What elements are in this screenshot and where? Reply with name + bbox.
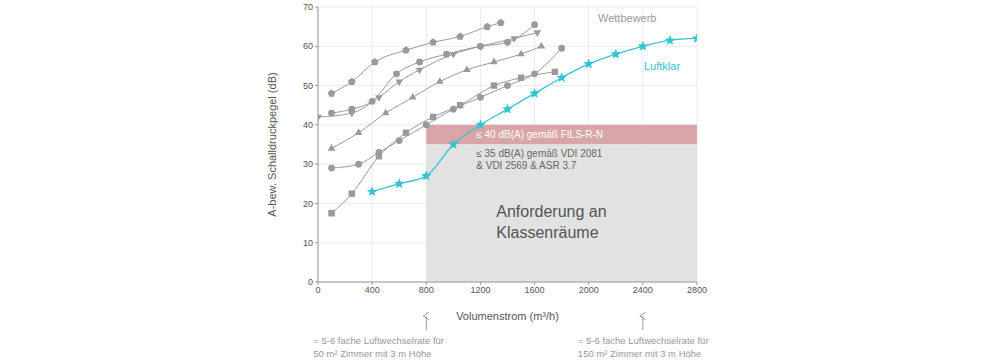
svg-text:1600: 1600 [525,285,545,295]
svg-text:2800: 2800 [687,285,707,295]
svg-text:Wettbewerb: Wettbewerb [598,12,657,24]
svg-text:Anforderung an: Anforderung an [496,203,606,220]
svg-text:& VDI 2569 & ASR 3.7: & VDI 2569 & ASR 3.7 [476,160,576,171]
svg-text:0: 0 [315,285,320,295]
svg-text:A-bew. Schalldruckpegel (dB): A-bew. Schalldruckpegel (dB) [266,72,278,216]
svg-text:= 5-6 fache Luftwechselrate fü: = 5-6 fache Luftwechselrate für [313,335,444,346]
svg-text:Klassenräume: Klassenräume [496,224,598,241]
svg-text:400: 400 [365,285,380,295]
svg-text:50: 50 [303,81,313,91]
svg-text:≤ 35 dB(A) gemäß VDI 2081: ≤ 35 dB(A) gemäß VDI 2081 [476,148,603,159]
svg-text:2000: 2000 [579,285,599,295]
svg-text:2400: 2400 [633,285,653,295]
svg-text:60: 60 [303,41,313,51]
svg-text:150 m² Zimmer mit 3 m Höhe: 150 m² Zimmer mit 3 m Höhe [578,348,702,359]
svg-text:20: 20 [303,199,313,209]
svg-text:50 m² Zimmer mit 3 m Höhe: 50 m² Zimmer mit 3 m Höhe [313,348,431,359]
svg-text:0: 0 [308,277,313,287]
svg-text:= 5-6 fache Luftwechselrate fü: = 5-6 fache Luftwechselrate für [578,335,709,346]
svg-text:800: 800 [419,285,434,295]
svg-text:≤ 40 dB(A) gemäß FILS-R-N: ≤ 40 dB(A) gemäß FILS-R-N [476,129,603,140]
svg-text:30: 30 [303,159,313,169]
svg-text:Volumenstrom (m³/h): Volumenstrom (m³/h) [456,310,559,322]
svg-text:10: 10 [303,238,313,248]
svg-text:40: 40 [303,120,313,130]
svg-text:1200: 1200 [470,285,490,295]
svg-text:70: 70 [303,2,313,12]
svg-text:Luftklar: Luftklar [644,60,680,72]
